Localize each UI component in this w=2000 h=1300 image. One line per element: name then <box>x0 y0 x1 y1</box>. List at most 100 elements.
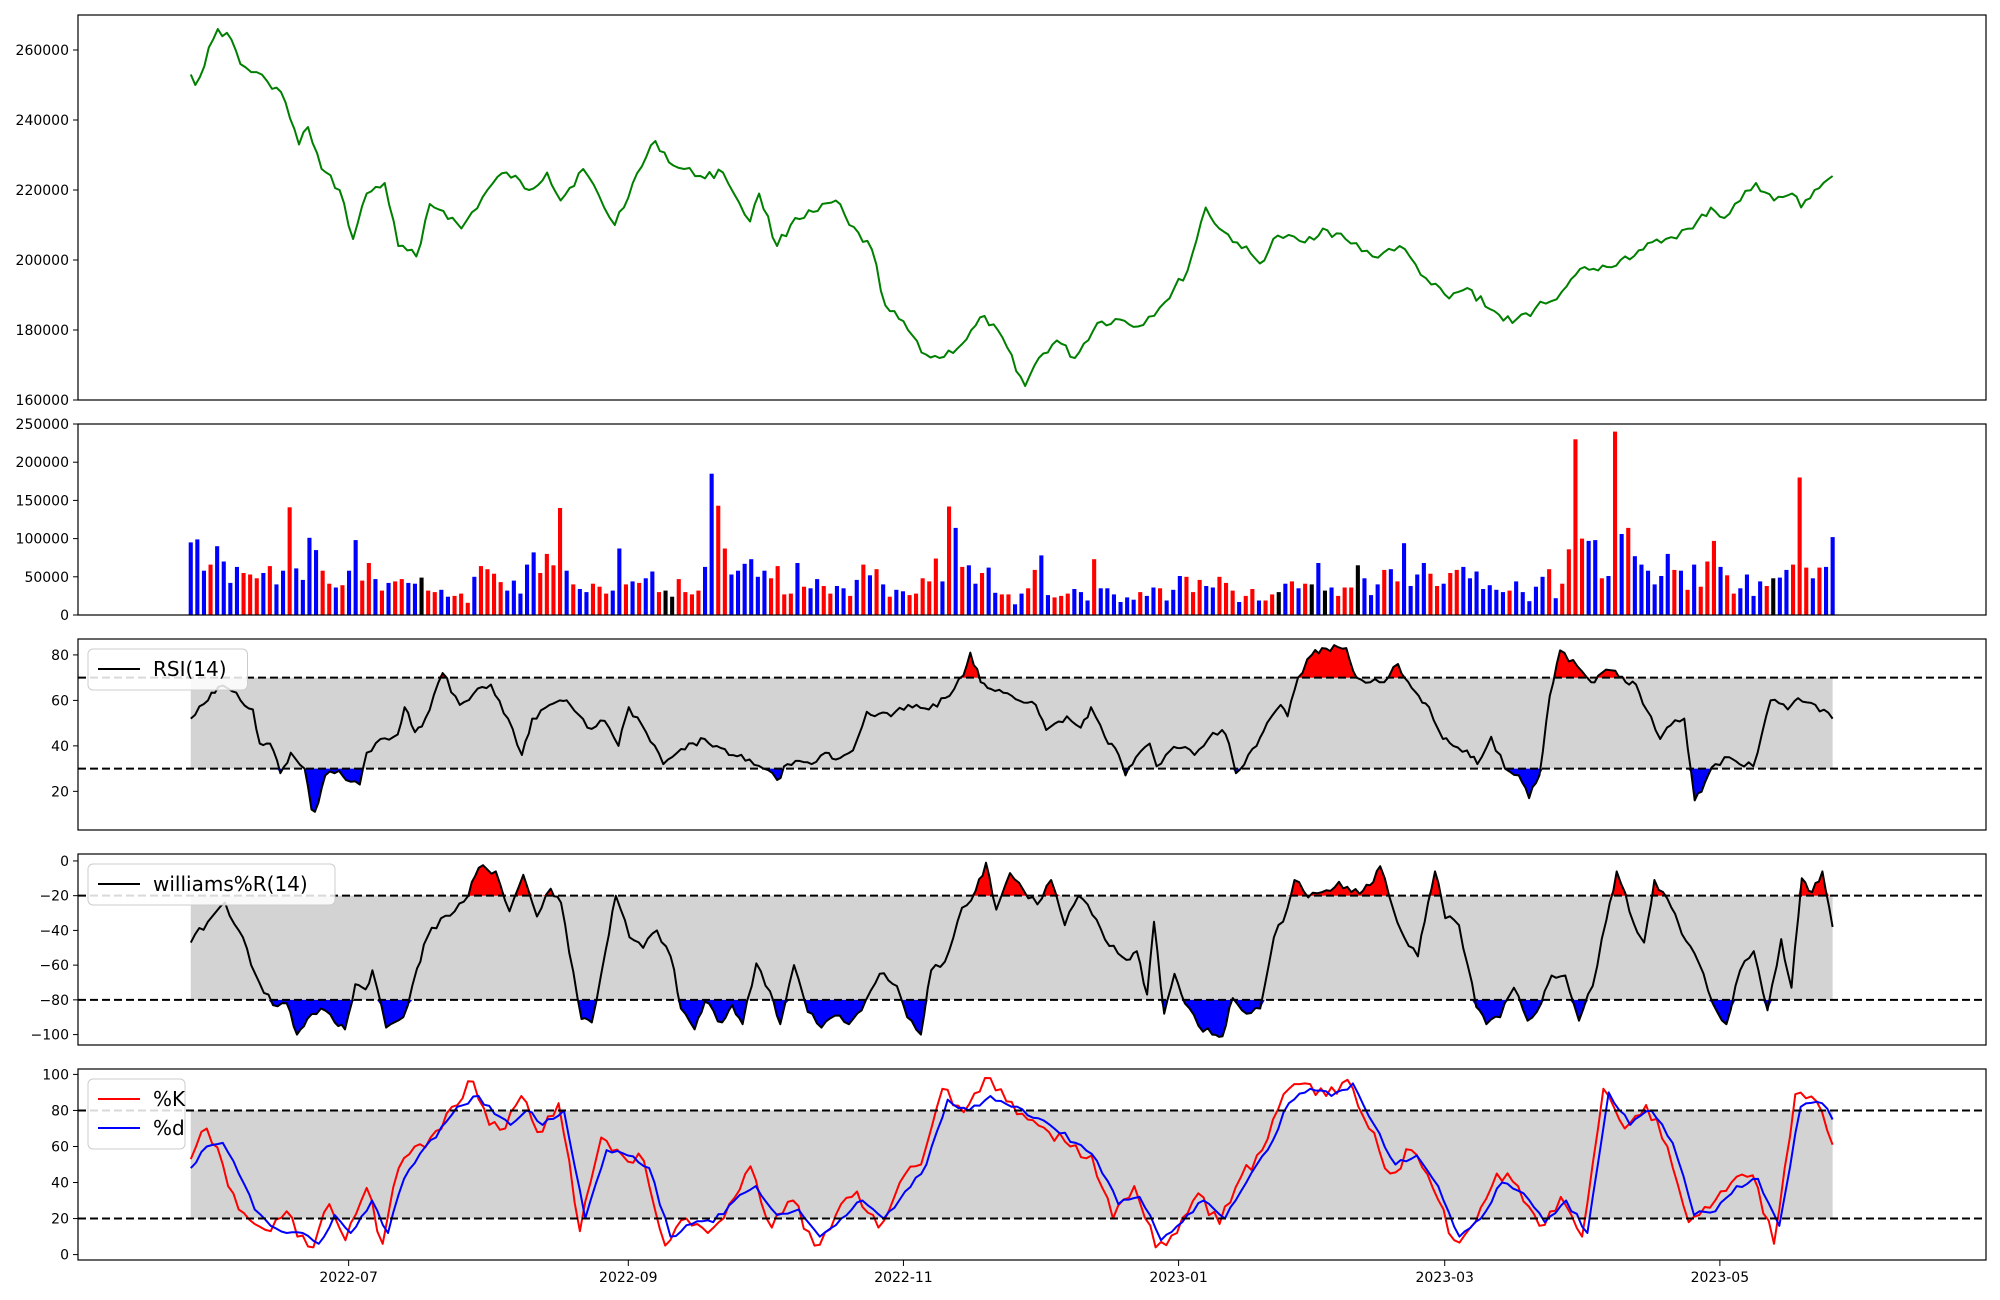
stochastic-ytick-label: 60 <box>51 1139 69 1155</box>
volume-bar <box>505 590 510 615</box>
volume-bar <box>729 574 734 615</box>
volume-bar <box>1771 578 1776 615</box>
volume-bar <box>1322 590 1327 615</box>
volume-bar <box>347 570 352 615</box>
volume-bar <box>1678 570 1683 615</box>
volume-bar <box>1052 597 1057 615</box>
volume-bar <box>1045 595 1050 615</box>
volume-bar <box>208 564 213 615</box>
volume-bar <box>1296 588 1301 615</box>
volume-bar <box>1784 569 1789 615</box>
rsi-legend-box <box>87 648 248 691</box>
volume-bar <box>775 566 780 615</box>
williams-ytick-label: 0 <box>60 854 69 870</box>
volume-ytick-label: 200000 <box>16 455 69 471</box>
williams-ytick-label: −40 <box>39 923 69 939</box>
volume-bar <box>492 573 497 615</box>
volume-bar <box>867 575 872 615</box>
rsi-band <box>190 677 1833 769</box>
volume-bar <box>848 595 853 615</box>
volume-bar <box>1527 601 1532 615</box>
volume-bar <box>1270 594 1275 615</box>
volume-bar <box>1830 537 1835 615</box>
price-ytick-label: 220000 <box>16 183 69 199</box>
volume-bar <box>426 590 431 615</box>
volume-bar <box>419 577 424 615</box>
volume-bar <box>1652 584 1657 615</box>
volume-bar <box>1487 585 1492 615</box>
stochastic-ytick-label: 20 <box>51 1212 69 1228</box>
williams-ytick-label: −100 <box>31 1028 69 1044</box>
volume-bar <box>1171 589 1176 615</box>
volume-bar <box>1665 553 1670 615</box>
volume-bar <box>1454 569 1459 615</box>
volume-bar <box>379 590 384 615</box>
volume-bar <box>1738 588 1743 615</box>
volume-bar <box>472 576 477 615</box>
volume-bar <box>696 590 701 615</box>
volume-bar <box>234 566 239 615</box>
volume-bar <box>1441 583 1446 615</box>
volume-bar <box>716 505 721 615</box>
volume-bar <box>1375 584 1380 615</box>
price-line <box>189 28 1834 387</box>
volume-bar <box>703 566 708 615</box>
volume-bar <box>1777 577 1782 615</box>
volume-bar <box>769 578 774 615</box>
price-ytick-label: 260000 <box>16 43 69 59</box>
volume-bar <box>881 584 886 615</box>
volume-bar <box>1388 569 1393 615</box>
rsi-ytick-label: 60 <box>51 693 69 709</box>
volume-bar <box>966 565 971 615</box>
x-tick-label: 2022-07 <box>319 1270 378 1286</box>
volume-bar <box>808 588 813 615</box>
price-ytick-label: 160000 <box>16 393 69 409</box>
volume-bar <box>689 594 694 615</box>
volume-bar <box>386 582 391 615</box>
volume-ytick-label: 50000 <box>24 570 69 586</box>
volume-bar <box>980 573 985 615</box>
rsi-overbought-fill <box>190 645 1833 678</box>
volume-bar <box>1692 564 1697 615</box>
volume-bar <box>815 579 820 615</box>
volume-bar <box>1553 598 1558 615</box>
volume-bar <box>1342 587 1347 615</box>
volume-bar <box>412 583 417 615</box>
volume-bar <box>1006 594 1011 615</box>
stochastic-ytick-label: 100 <box>42 1067 69 1083</box>
volume-bar <box>1415 574 1420 615</box>
volume-bar <box>1289 581 1294 615</box>
volume-bar <box>887 596 892 615</box>
volume-bar <box>874 569 879 615</box>
volume-bar <box>373 579 378 615</box>
volume-bar <box>1039 555 1044 615</box>
volume-bar <box>215 546 220 615</box>
volume-bar <box>1309 584 1314 615</box>
williams-legend-box <box>87 863 336 906</box>
volume-bar <box>254 578 259 615</box>
volume-bar <box>630 581 635 615</box>
volume-bar <box>393 581 398 615</box>
volume-bar <box>314 550 319 615</box>
volume-bar <box>1421 563 1426 615</box>
volume-bar <box>1369 595 1374 615</box>
volume-bar <box>366 563 371 615</box>
volume-bar <box>1019 593 1024 615</box>
volume-bar <box>643 578 648 615</box>
volume-bar <box>538 573 543 615</box>
volume-bar <box>736 570 741 615</box>
volume-bar <box>1164 600 1169 615</box>
williams-ytick-label: −20 <box>39 889 69 905</box>
volume-bar <box>1013 604 1018 615</box>
volume-bar <box>195 539 200 615</box>
volume-bar <box>1197 579 1202 615</box>
volume-bar <box>1744 574 1749 615</box>
volume-bar <box>861 564 866 615</box>
x-tick-label: 2023-05 <box>1691 1270 1750 1286</box>
stochastic-legend-label: %d <box>153 1116 185 1140</box>
volume-bar <box>617 548 622 615</box>
volume-bar <box>1698 586 1703 615</box>
stochastic-ytick-label: 0 <box>60 1248 69 1264</box>
volume-bar <box>439 589 444 615</box>
